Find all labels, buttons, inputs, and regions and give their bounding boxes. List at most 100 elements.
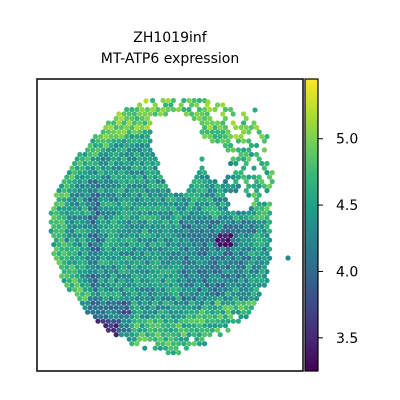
- spot: [137, 147, 143, 153]
- spot: [72, 188, 78, 194]
- spot: [124, 287, 130, 293]
- spot: [74, 282, 80, 288]
- spot: [209, 138, 215, 144]
- spot: [129, 115, 135, 122]
- spot: [215, 273, 221, 279]
- spot: [204, 174, 210, 180]
- spot: [87, 206, 93, 212]
- spot: [165, 296, 171, 302]
- spot: [269, 179, 275, 185]
- spot: [139, 188, 145, 194]
- spot: [191, 260, 197, 266]
- spot: [212, 224, 218, 230]
- spot: [163, 183, 169, 189]
- spot: [241, 120, 247, 126]
- spot: [199, 183, 205, 189]
- spot: [254, 251, 260, 257]
- spot: [100, 273, 106, 279]
- spot: [66, 170, 72, 176]
- spot: [254, 287, 260, 293]
- spot: [209, 264, 215, 270]
- spot: [105, 210, 111, 216]
- spot: [126, 120, 132, 126]
- spot: [165, 350, 171, 356]
- spot: [178, 264, 184, 270]
- spot: [121, 282, 127, 288]
- spot: [259, 215, 265, 221]
- spot: [147, 201, 153, 207]
- spot: [202, 206, 208, 212]
- spot: [241, 309, 247, 315]
- spot: [77, 296, 83, 302]
- spot: [178, 300, 184, 306]
- spot: [186, 251, 192, 257]
- spot: [207, 305, 213, 311]
- spot: [111, 282, 117, 288]
- spot: [254, 242, 260, 248]
- spot: [241, 228, 247, 234]
- spot: [160, 305, 166, 311]
- spot: [212, 133, 218, 140]
- spot: [228, 269, 234, 275]
- spot: [150, 170, 156, 176]
- spot: [243, 188, 249, 194]
- spot: [202, 341, 208, 347]
- spot: [103, 151, 109, 158]
- spot: [261, 237, 267, 243]
- spot: [126, 300, 132, 306]
- spot: [144, 233, 150, 239]
- spot: [246, 291, 252, 297]
- spot: [254, 124, 260, 131]
- spot: [150, 179, 156, 185]
- spot: [103, 287, 109, 293]
- spot: [111, 264, 117, 270]
- spot: [116, 111, 122, 117]
- spot: [230, 318, 236, 324]
- spot: [113, 188, 119, 194]
- spot: [87, 170, 93, 176]
- spot: [134, 224, 140, 230]
- spot: [111, 192, 117, 198]
- spot: [144, 242, 150, 248]
- spot: [108, 133, 114, 140]
- spot: [215, 129, 221, 135]
- spot: [160, 341, 166, 347]
- spot: [163, 210, 169, 216]
- spot: [139, 305, 145, 311]
- spot: [204, 255, 210, 261]
- spot: [225, 201, 231, 207]
- spot: [155, 269, 161, 275]
- spot: [202, 133, 208, 140]
- spot: [126, 318, 132, 324]
- spot: [261, 273, 267, 279]
- spot: [124, 115, 130, 122]
- spot: [69, 174, 75, 180]
- spot: [139, 151, 145, 158]
- spot: [163, 282, 169, 288]
- spot: [155, 106, 161, 113]
- spot: [53, 246, 60, 252]
- spot: [82, 179, 88, 185]
- spot: [267, 210, 273, 216]
- spot: [69, 264, 75, 270]
- spot: [137, 327, 143, 333]
- spot: [264, 160, 270, 167]
- spot: [264, 269, 270, 275]
- spot: [126, 264, 132, 270]
- spot: [264, 251, 270, 257]
- spot: [160, 106, 166, 113]
- spot: [207, 106, 213, 113]
- spot: [160, 215, 166, 221]
- spot: [139, 197, 145, 203]
- spot: [225, 327, 231, 333]
- spot: [191, 224, 197, 230]
- spot: [126, 111, 132, 117]
- spot: [196, 179, 202, 185]
- spot: [134, 305, 140, 311]
- spot: [95, 219, 101, 225]
- spot: [176, 260, 182, 266]
- spot: [53, 192, 60, 198]
- spot: [134, 115, 140, 122]
- spot: [116, 309, 122, 315]
- spot: [108, 251, 114, 257]
